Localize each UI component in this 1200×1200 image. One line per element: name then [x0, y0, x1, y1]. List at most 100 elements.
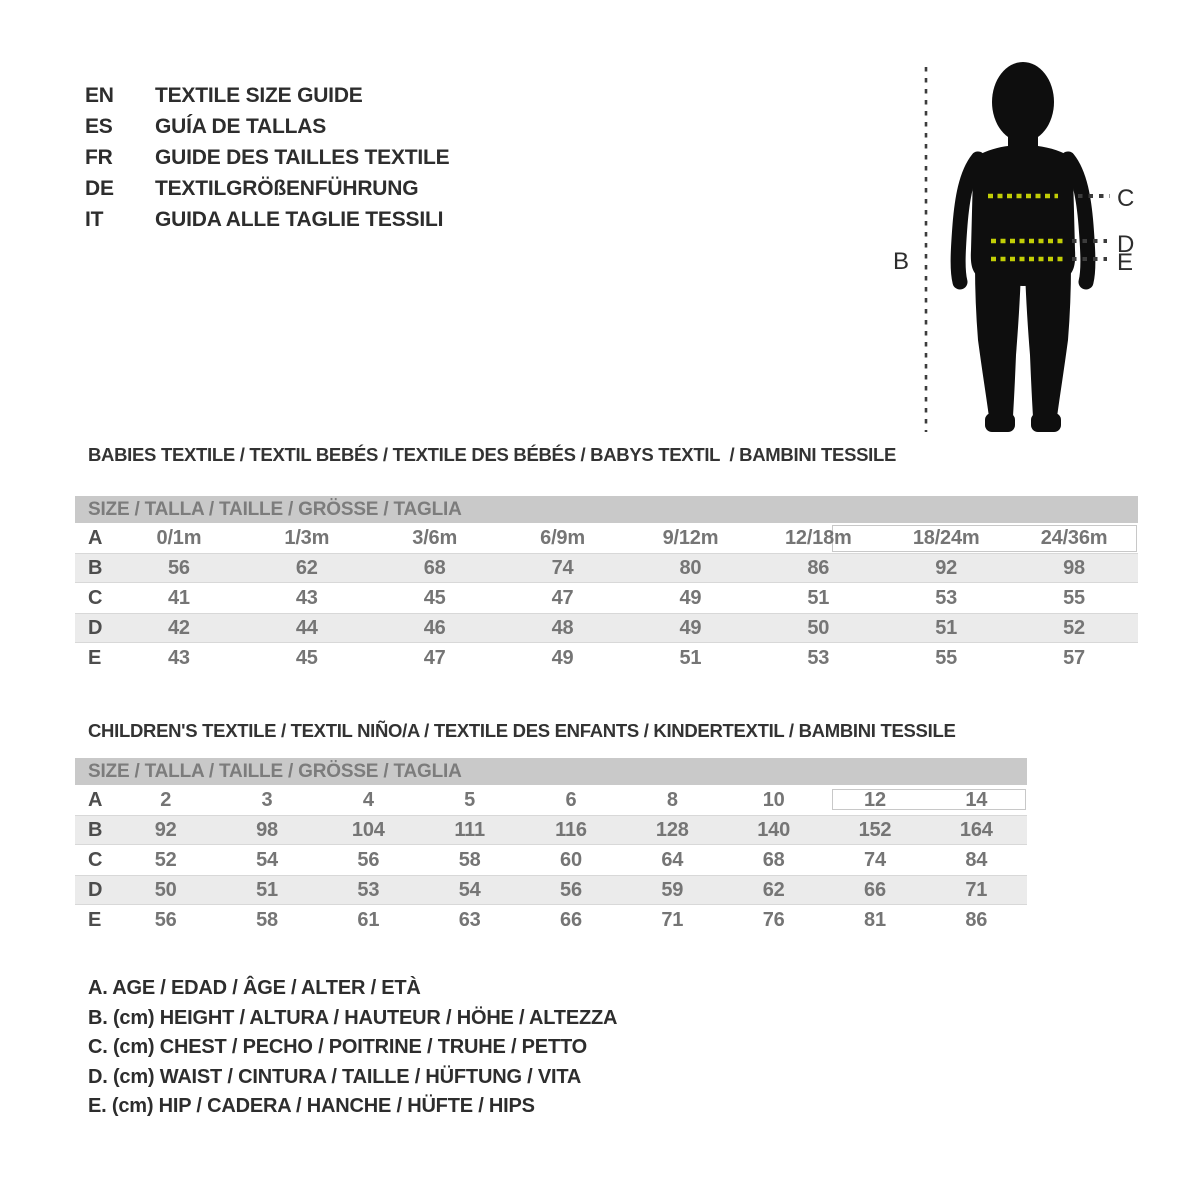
size-value: 49: [551, 646, 574, 669]
table-row-height: B 56 62 68 74 80 86 92 98: [75, 553, 1138, 583]
language-code: IT: [85, 207, 104, 231]
language-row: ES GUÍA DE TALLAS: [85, 111, 449, 142]
size-value: 6/9m: [540, 526, 585, 549]
silhouette-arms: [950, 151, 1096, 290]
babies-size-table: SIZE / TALLA / TAILLE / GRÖSSE / TAGLIA …: [75, 496, 1138, 673]
size-value: 9/12m: [662, 526, 719, 549]
size-value: 54: [256, 848, 278, 871]
row-label: A: [88, 526, 103, 549]
size-value: 164: [959, 818, 993, 841]
highlight-box: [832, 789, 1026, 810]
legend-item: A. AGE / EDAD / ÂGE / ALTER / ETÀ: [88, 977, 421, 1000]
size-value: 56: [560, 878, 582, 901]
size-value: 51: [256, 878, 278, 901]
language-title-list: EN TEXTILE SIZE GUIDE ES GUÍA DE TALLAS …: [85, 80, 450, 235]
size-value: 53: [807, 646, 830, 669]
size-value: 6: [565, 788, 577, 811]
size-value: 43: [168, 646, 190, 669]
silhouette-right-foot: [1031, 413, 1061, 432]
row-label: D: [88, 616, 103, 639]
size-value: 50: [807, 616, 830, 639]
size-value: 5: [464, 788, 476, 811]
size-value: 62: [762, 878, 785, 901]
height-label: B: [893, 248, 909, 275]
table-row-waist: D 42 44 46 48 49 50 51 52: [75, 613, 1138, 643]
language-code: EN: [85, 83, 114, 107]
size-value: 84: [965, 848, 988, 871]
size-value: 50: [154, 878, 177, 901]
size-value: 8: [666, 788, 678, 811]
size-value: 56: [154, 908, 177, 931]
language-row: DE TEXTILGRÖßENFÜHRUNG: [85, 173, 449, 204]
size-value: 45: [423, 586, 446, 609]
size-value: 12: [864, 788, 886, 811]
table-row-hip: E 43 45 47 49 51 53 55 57: [75, 643, 1138, 673]
size-value: 62: [295, 556, 318, 579]
size-value: 49: [679, 586, 702, 609]
table-row-age: A 0/1m 1/3m 3/6m 6/9m 9/12m 12/18m 18/24m 24/36…: [75, 523, 1138, 553]
size-value: 45: [295, 646, 318, 669]
size-value: 41: [168, 586, 190, 609]
size-value: 55: [1063, 586, 1085, 609]
size-value: 52: [154, 848, 177, 871]
size-value: 51: [935, 616, 958, 639]
table-row-hip: E 56 58 61 63 66 71 76 81 86: [75, 905, 1027, 935]
size-value: 55: [935, 646, 958, 669]
size-value: 152: [858, 818, 892, 841]
row-label: A: [88, 788, 103, 811]
highlight-box: [832, 525, 1137, 552]
size-value: 0/1m: [156, 526, 202, 549]
language-row: FR GUIDE DES TAILLES TEXTILE: [85, 142, 450, 173]
silhouette-torso: [970, 145, 1076, 286]
language-title: GUIDA ALLE TAGLIE TESSILI: [155, 207, 444, 231]
size-value: 54: [458, 878, 481, 901]
size-value: 49: [679, 616, 702, 639]
size-value: 111: [454, 818, 485, 841]
size-value: 52: [1063, 616, 1085, 639]
legend-item: B. (cm) HEIGHT / ALTURA / HAUTEUR / HÖHE…: [88, 1006, 618, 1029]
size-value: 59: [661, 878, 684, 901]
waist-label: D: [1117, 231, 1134, 258]
child-silhouette-diagram: B C D E: [893, 62, 1134, 432]
size-value: 74: [551, 556, 574, 579]
row-label: B: [88, 556, 103, 579]
size-value: 57: [1063, 646, 1085, 669]
babies-section-title: BABIES TEXTILE / TEXTIL BEBÉS / TEXTILE …: [88, 444, 897, 465]
size-value: 1/3m: [284, 526, 330, 549]
table-row-waist: D 50 51 53 54 56 59 62 66 71: [75, 875, 1027, 905]
size-value: 140: [757, 818, 791, 841]
size-value: 92: [935, 556, 958, 579]
size-value: 4: [362, 788, 374, 811]
size-value: 81: [864, 908, 886, 931]
size-value: 51: [679, 646, 702, 669]
size-value: 56: [357, 848, 380, 871]
size-value: 24/36m: [1040, 526, 1108, 549]
measure-dashed-lines: [988, 193, 1066, 262]
row-label: C: [88, 586, 103, 609]
table-row-chest: C 52 54 56 58 60 64 68 74 84: [75, 845, 1027, 875]
size-value: 44: [295, 616, 318, 639]
legend-item: C. (cm) CHEST / PECHO / POITRINE / TRUHE…: [88, 1036, 587, 1059]
size-value: 63: [458, 908, 481, 931]
silhouette-right-leg: [1025, 265, 1071, 417]
table-row-height: B 92 98 104 111 116 128 140 152 164: [75, 815, 1027, 845]
table-row-chest: C 41 43 45 47 49 51 53 55: [75, 583, 1138, 613]
size-value: 71: [661, 908, 684, 931]
size-value: 12/18m: [784, 526, 852, 549]
row-label: B: [88, 818, 103, 841]
size-value: 76: [762, 908, 785, 931]
language-code: FR: [85, 145, 113, 169]
size-value: 98: [1063, 556, 1085, 579]
language-code: DE: [85, 176, 114, 200]
language-title: GUIDE DES TAILLES TEXTILE: [155, 145, 450, 169]
language-code: ES: [85, 114, 113, 138]
size-value: 98: [256, 818, 278, 841]
figure-labels: B C D E: [893, 185, 1134, 276]
size-value: 3: [261, 788, 273, 811]
silhouette-left-foot: [985, 413, 1015, 432]
size-value: 68: [762, 848, 785, 871]
table-row-age: A 2 3 4 5 6 8 10 12 14: [75, 785, 1027, 815]
size-value: 10: [762, 788, 785, 811]
size-value: 47: [423, 646, 446, 669]
chest-label: C: [1117, 185, 1134, 212]
